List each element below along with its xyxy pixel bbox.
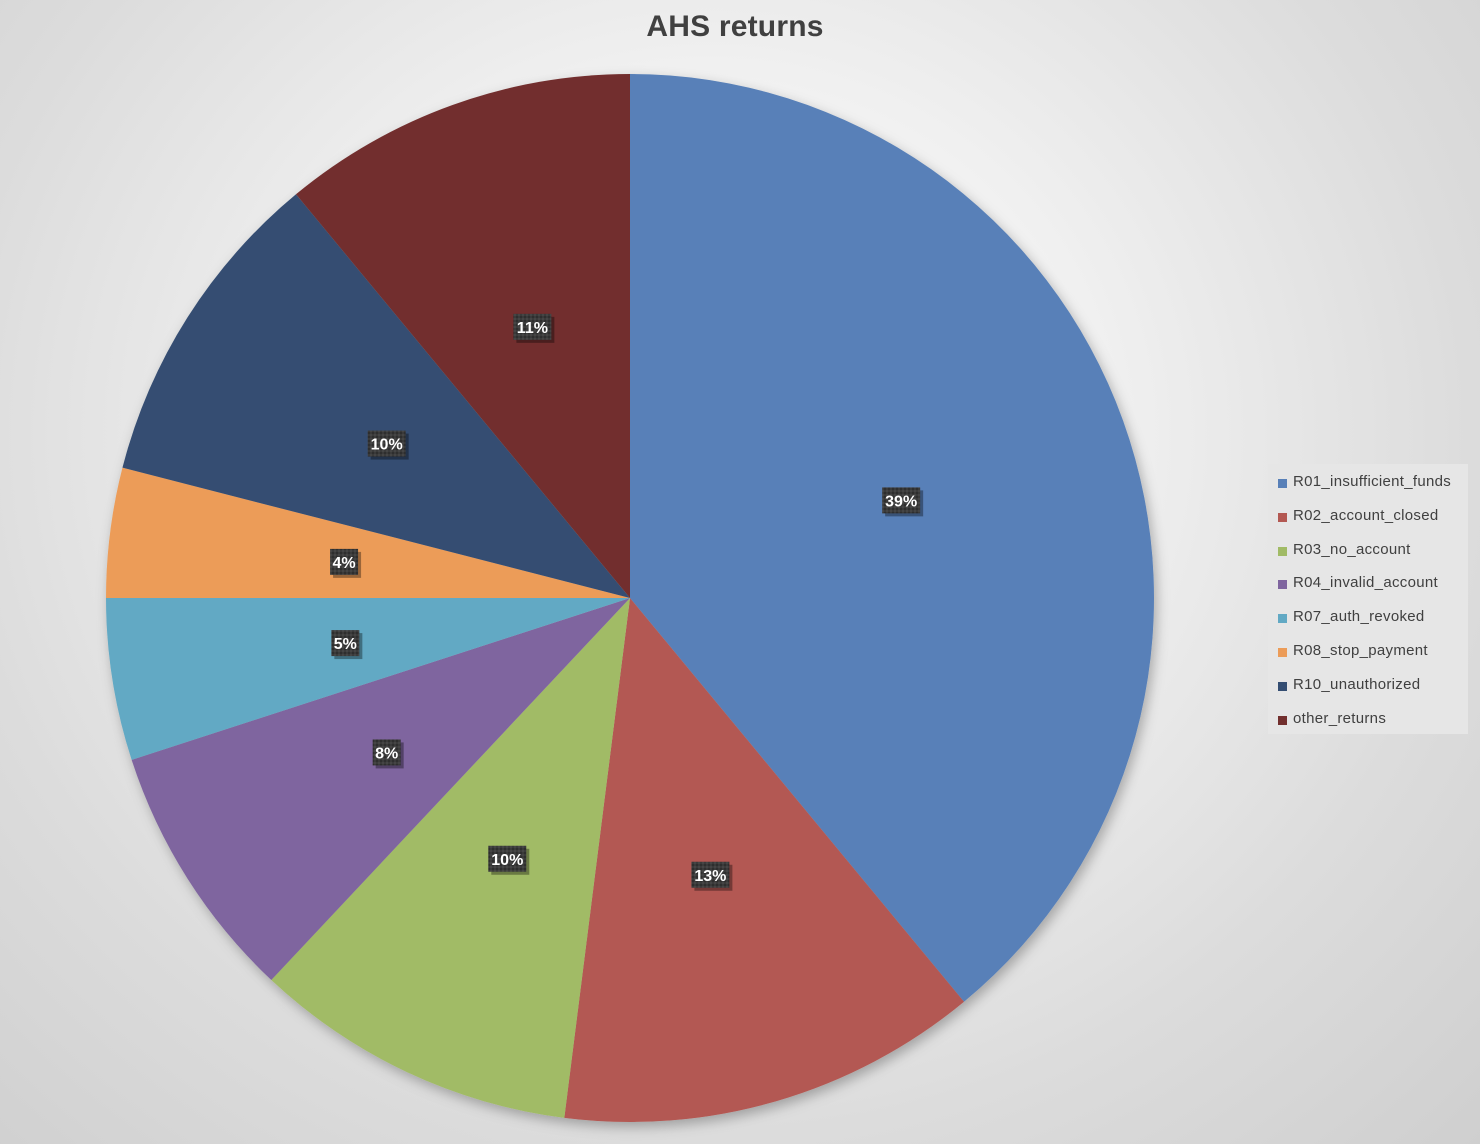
data-label: 39%: [882, 487, 924, 517]
pie-slice-other_returns: [295, 74, 630, 598]
legend-item: R07_auth_revoked: [1278, 608, 1468, 642]
pie-slice-R10_unauthorized: [122, 194, 630, 598]
legend-swatch: [1278, 512, 1287, 522]
pie-slice-R04_invalid_account: [131, 598, 630, 980]
pie-slice-R07_auth_revoked: [106, 598, 630, 760]
legend-item: R03_no_account: [1278, 541, 1468, 575]
legend-item: R01_insufficient_funds: [1278, 473, 1468, 507]
legend-label: R08_stop_payment: [1293, 641, 1428, 659]
legend-swatch: [1278, 479, 1287, 488]
legend-item: other_returns: [1278, 710, 1468, 744]
legend-swatch: [1278, 681, 1287, 691]
legend-item: R08_stop_payment: [1278, 642, 1468, 676]
legend-item: R02_account_closed: [1278, 507, 1468, 541]
legend-swatch: [1278, 580, 1287, 590]
data-label-text: 13%: [694, 868, 726, 885]
data-label-text: 10%: [491, 852, 523, 869]
legend-label: R07_auth_revoked: [1293, 608, 1425, 626]
legend-label: R02_account_closed: [1293, 506, 1439, 524]
legend-swatch: [1278, 647, 1287, 657]
legend: R01_insufficient_funds R02_account_closed…: [1268, 464, 1468, 734]
data-label: 11%: [513, 313, 555, 343]
data-label: 13%: [691, 861, 733, 891]
legend-label: other_returns: [1293, 709, 1387, 727]
data-label-text: 5%: [334, 636, 357, 653]
chart-title: AHS returns: [646, 10, 824, 43]
legend-swatch: [1278, 715, 1287, 725]
legend-item: R04_invalid_account: [1278, 574, 1468, 608]
legend-label: R01_insufficient_funds: [1293, 473, 1452, 490]
legend-label: R10_unauthorized: [1293, 675, 1421, 693]
pie-slice-R01_insufficient_funds: [630, 74, 1154, 1002]
pie-slice-R08_stop_payment: [106, 467, 630, 598]
legend-item: R10_unauthorized: [1278, 676, 1468, 710]
data-label-text: 10%: [371, 437, 403, 454]
data-label: 8%: [372, 739, 404, 769]
legend-label: R03_no_account: [1293, 540, 1411, 558]
data-label-text: 4%: [333, 555, 356, 572]
legend-swatch: [1278, 546, 1287, 556]
pie-slice-R02_account_closed: [564, 598, 965, 1122]
data-label-text: 11%: [517, 320, 548, 337]
legend-label: R04_invalid_account: [1293, 574, 1438, 592]
pie-slice-R03_no_account: [271, 598, 630, 1118]
data-label: 5%: [331, 630, 363, 660]
legend-swatch: [1278, 614, 1287, 624]
data-label: 10%: [488, 845, 530, 875]
data-label: 4%: [330, 548, 362, 578]
data-label: 10%: [367, 430, 409, 460]
data-label-text: 8%: [375, 745, 398, 762]
data-label-text: 39%: [885, 493, 917, 510]
